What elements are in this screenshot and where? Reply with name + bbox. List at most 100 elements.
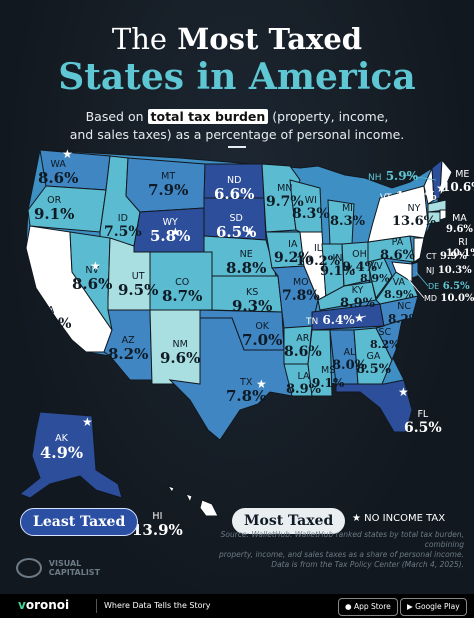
state-label-ne: NE 8.8% — [226, 249, 267, 277]
subtitle: Based on total tax burden (property, inc… — [60, 108, 414, 144]
state-shape-or — [27, 185, 107, 233]
legend: ★ NO INCOME TAX — [352, 513, 445, 524]
source-line2: property, income, and sales taxes as a s… — [218, 550, 464, 559]
state-label-ky: KY 8.9% — [340, 285, 375, 311]
state-shape-tx — [168, 317, 293, 441]
no-income-tax-star-tx: ★ — [256, 377, 267, 391]
state-label-vt: VT 11.5% — [380, 189, 437, 203]
connector-de — [415, 271, 429, 287]
visual-capitalist-logo: VISUAL CAPITALIST — [16, 558, 100, 578]
state-label-mo: MO 7.8% — [282, 277, 320, 304]
no-income-tax-star-wy: ★ — [170, 225, 181, 239]
state-label-va: VA 8.9% — [384, 277, 414, 301]
most-taxed-badge: Most Taxed — [232, 508, 346, 534]
subtitle-highlight: total tax burden — [147, 109, 269, 124]
vc-logo-icon — [16, 558, 42, 578]
state-label-wy: WY 5.8% — [150, 217, 191, 245]
no-income-tax-star-ak: ★ — [82, 415, 93, 429]
voronoi-brand[interactable]: voronoi — [18, 598, 69, 612]
page-title-line2: States in America — [58, 56, 416, 98]
page-title-line1: The Most Taxed — [0, 22, 474, 56]
state-label-ar: AR 8.6% — [284, 333, 322, 360]
legend-star-icon: ★ — [352, 513, 361, 524]
state-shape-va — [375, 271, 419, 305]
state-label-fl: FL 6.5% — [404, 409, 442, 436]
state-label-ct: CT 9.9% — [426, 251, 467, 262]
state-label-nv: NV 8.6% — [72, 265, 113, 293]
state-label-tx: TX 7.8% — [226, 377, 267, 405]
google-play-button[interactable]: ▶ Google Play — [400, 598, 467, 616]
state-label-in: IN 9.1% — [320, 253, 355, 279]
title-most-taxed: Most Taxed — [177, 22, 363, 56]
state-label-co: CO 8.7% — [162, 277, 203, 305]
source-line3: Data is from the Tax Policy Center (Marc… — [271, 560, 464, 569]
state-shape-oh — [341, 241, 371, 287]
no-income-tax-star-nh: ★ — [436, 181, 447, 195]
state-shape-fl — [335, 379, 413, 433]
state-label-oh: OH 9.4% — [342, 249, 377, 275]
state-label-il: IL 10.2% — [296, 243, 341, 269]
state-label-or: OR 9.1% — [34, 195, 75, 223]
state-shape-hi — [166, 485, 219, 517]
state-label-tn: TN 6.4% — [306, 313, 355, 327]
state-label-ok: OK 7.0% — [242, 321, 283, 349]
state-shape-ny — [367, 185, 429, 243]
state-label-nh: NH 5.9% — [368, 169, 418, 183]
state-label-wi: WI 8.3% — [292, 195, 330, 222]
state-shape-de — [411, 261, 419, 279]
apple-icon: ● — [345, 602, 352, 611]
subtitle-rest1: (property, income, — [272, 109, 389, 124]
state-label-ut: UT 9.5% — [118, 271, 159, 299]
app-store-button[interactable]: ● App Store — [338, 598, 398, 616]
voronoi-name: oronoi — [25, 598, 70, 612]
state-label-sd: SD 6.5% — [216, 213, 257, 241]
no-income-tax-star-nv: ★ — [90, 259, 101, 273]
state-label-sc: SC 8.2% — [370, 327, 400, 351]
state-label-mi: MI 8.3% — [330, 203, 365, 229]
source-note: Source: WalletHub. WalletHub ranked stat… — [196, 530, 464, 570]
least-taxed-badge: Least Taxed — [20, 508, 139, 536]
state-shape-ct — [427, 211, 441, 225]
state-label-wa: WA 8.6% — [38, 159, 79, 187]
voronoi-mark: v — [18, 598, 26, 612]
connector-tn — [355, 315, 367, 319]
state-label-nj: NJ 10.3% — [426, 265, 472, 276]
vc-line2: CAPITALIST — [48, 568, 101, 577]
connector-md — [403, 273, 425, 299]
state-label-az: AZ 8.2% — [108, 335, 149, 363]
play-icon: ▶ — [407, 602, 413, 611]
state-label-id: ID 7.5% — [104, 213, 142, 240]
state-label-ca: CA 11.0% — [24, 305, 72, 332]
state-label-hi: HI 13.9% — [132, 511, 183, 539]
no-income-tax-star-tn: ★ — [354, 311, 365, 325]
state-label-ga: GA 8.5% — [356, 351, 391, 377]
state-shape-ak — [19, 411, 123, 499]
state-label-mt: MT 7.9% — [148, 171, 189, 199]
footer-tagline: Where Data Tells the Story — [104, 601, 211, 610]
state-label-de: DE 6.5% — [428, 281, 470, 292]
state-shape-ri — [439, 209, 447, 221]
vc-line1: VISUAL — [48, 559, 82, 568]
state-label-mn: MN 9.7% — [266, 183, 304, 210]
state-label-ks: KS 9.3% — [232, 287, 273, 315]
state-shape-ms — [307, 329, 333, 397]
connector-nh — [404, 174, 437, 181]
state-label-md: MD 10.0% — [424, 293, 474, 304]
subtitle-rest2: and sales taxes) as a percentage of pers… — [69, 127, 405, 142]
state-label-ny: NY 13.6% — [392, 203, 437, 229]
no-income-tax-star-sd: ★ — [244, 225, 255, 239]
state-label-ma: MA 9.6% — [446, 213, 473, 235]
state-label-nm: NM 9.6% — [160, 339, 201, 367]
state-shape-nj — [413, 237, 425, 263]
source-line1: Source: WalletHub. WalletHub ranked stat… — [220, 530, 464, 549]
state-label-ia: IA 9.2% — [274, 239, 312, 266]
state-label-nc: NC 8.2% — [388, 301, 421, 326]
state-label-al: AL 8.0% — [332, 347, 367, 373]
legend-text: NO INCOME TAX — [364, 513, 446, 524]
state-shape-nh — [431, 158, 443, 201]
state-shape-me — [439, 158, 453, 198]
footer-divider — [96, 599, 97, 613]
